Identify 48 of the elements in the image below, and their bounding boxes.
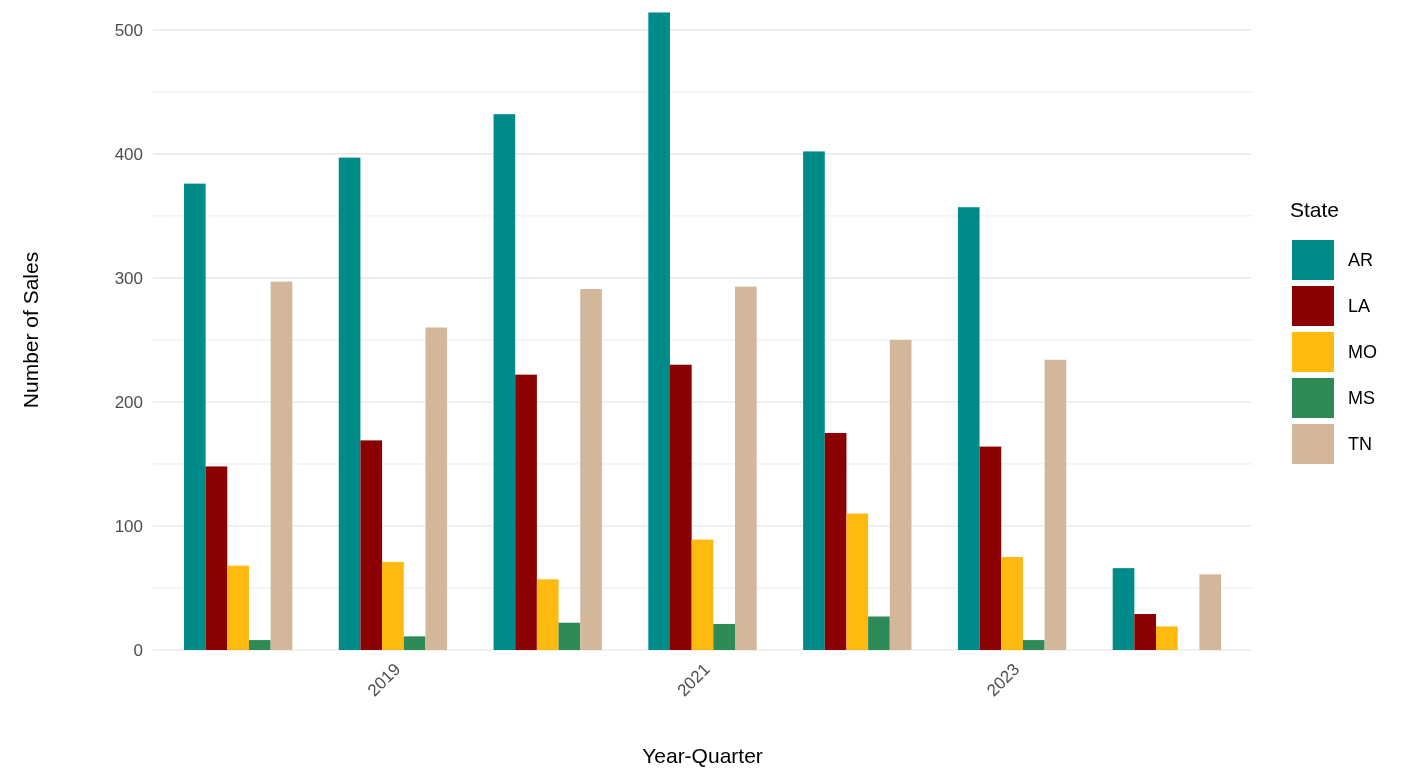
legend-label: TN: [1348, 434, 1372, 455]
bar: [803, 151, 825, 650]
legend-label: AR: [1348, 250, 1374, 271]
bar: [205, 466, 228, 650]
bar: [691, 539, 714, 650]
bar: [669, 364, 692, 650]
x-axis-title: Year-Quarter: [642, 744, 763, 767]
bar: [1134, 614, 1157, 650]
y-tick-label: 400: [114, 144, 143, 164]
bar: [382, 561, 404, 650]
y-tick-label: 0: [133, 640, 143, 660]
bar: [957, 207, 980, 650]
legend-title: State: [1290, 198, 1340, 221]
bar: [1156, 626, 1178, 650]
bar: [248, 640, 271, 650]
bar: [403, 636, 426, 650]
bar: [360, 440, 383, 650]
y-tick-label: 300: [114, 268, 143, 288]
bar: [979, 446, 1002, 650]
y-axis-title: Number of Sales: [19, 251, 42, 409]
bar: [1001, 556, 1023, 650]
legend-label: MS: [1348, 388, 1375, 409]
bar: [515, 374, 537, 650]
y-tick-label: 100: [114, 516, 143, 536]
bar: [183, 183, 206, 650]
bar: [536, 579, 559, 650]
legend-label: LA: [1348, 296, 1371, 317]
bar: [493, 114, 516, 650]
bar: [1044, 359, 1067, 650]
bar: [338, 157, 361, 650]
bar: [1022, 640, 1045, 650]
bar: [580, 289, 602, 650]
bar: [846, 513, 869, 650]
legend-label: MO: [1348, 342, 1377, 363]
bar: [735, 286, 757, 650]
bar: [713, 623, 736, 650]
y-tick-label: 500: [114, 20, 143, 40]
y-tick-label: 200: [114, 392, 143, 412]
bar: [558, 622, 581, 650]
bar: [227, 565, 249, 650]
bar: [1199, 574, 1222, 650]
bar: [889, 339, 912, 650]
bar: [270, 281, 293, 650]
bar: [1112, 568, 1135, 650]
bar: [868, 616, 890, 650]
bar: [425, 327, 448, 650]
bar: [648, 12, 670, 650]
bar: [824, 432, 847, 650]
